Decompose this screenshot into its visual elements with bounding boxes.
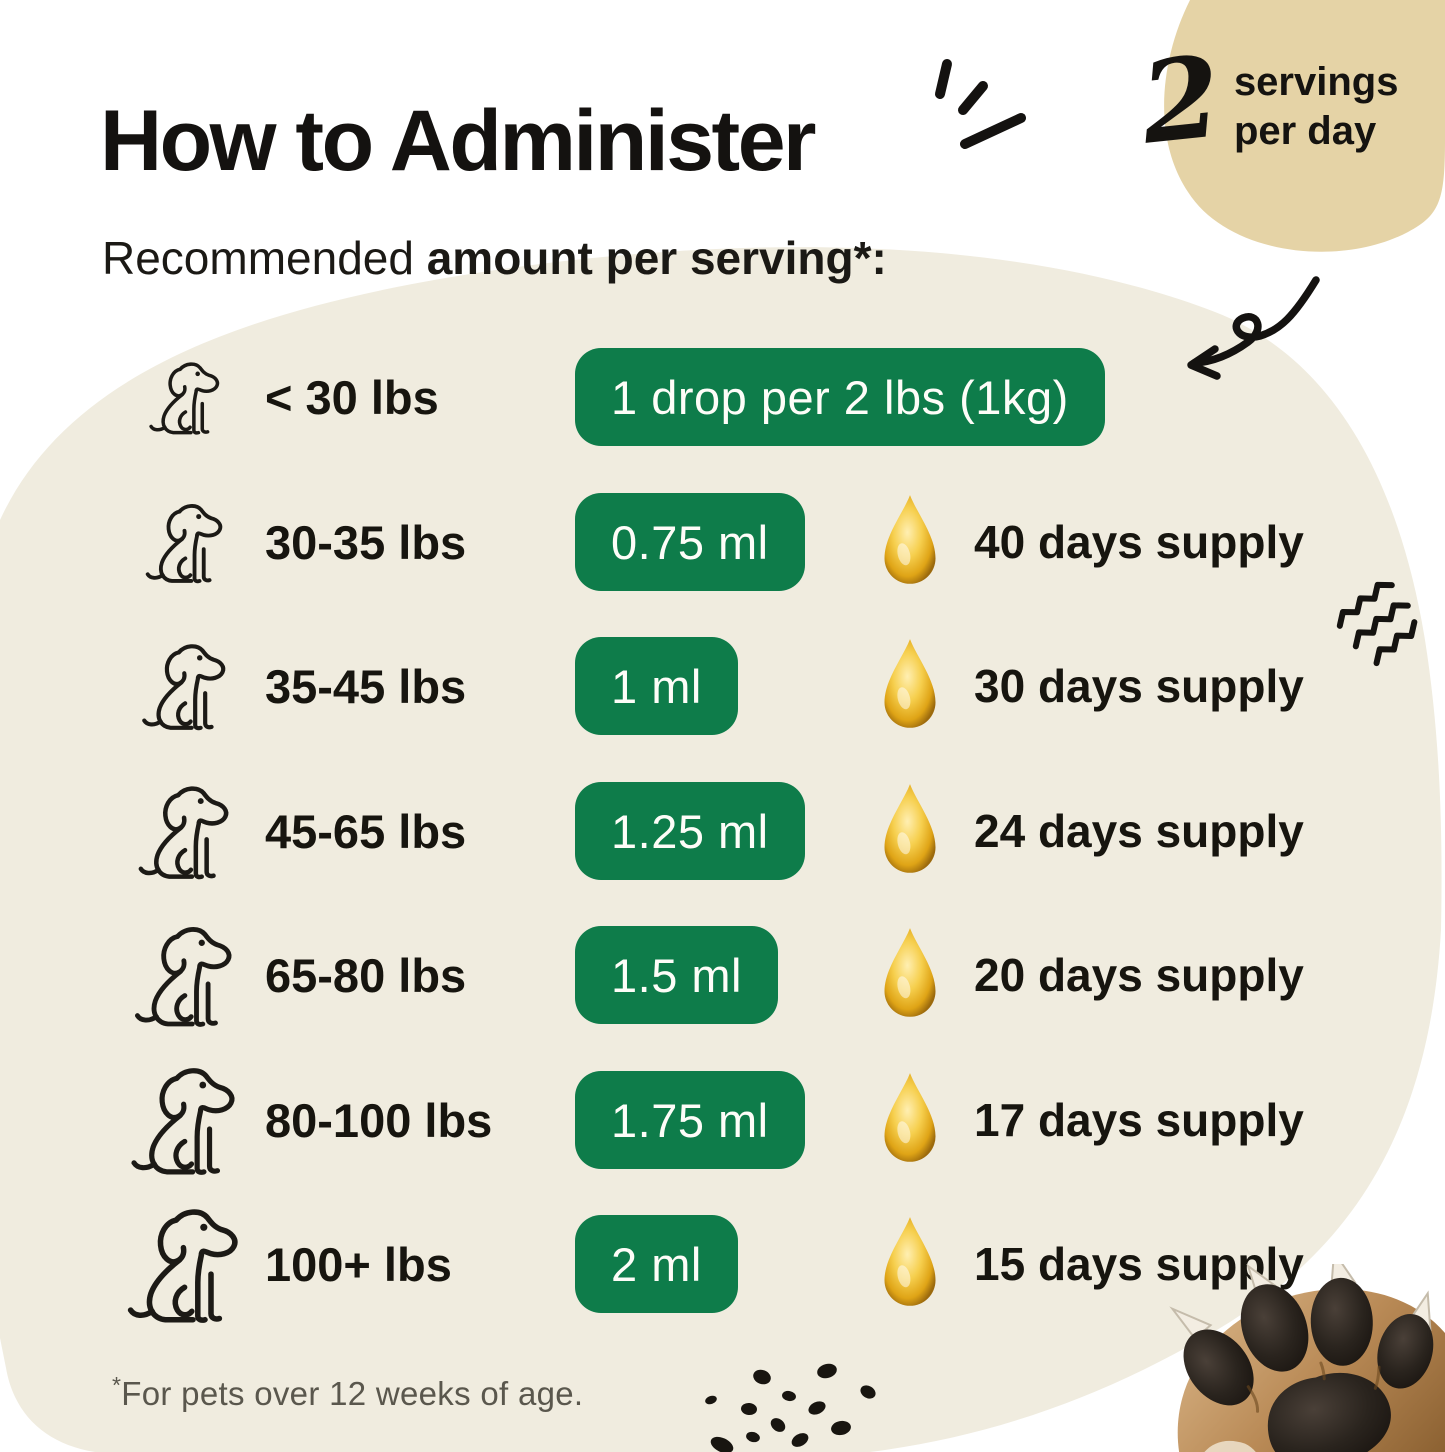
weight-label: 45-65 lbs [265,804,467,858]
dog-icon [130,1068,234,1175]
oil-drop-icon [884,784,936,873]
weight-label: 65-80 lbs [265,948,467,1002]
dog-icon [127,1208,238,1323]
supply-label: 17 days supply [974,1094,1304,1146]
dose-badge: 1 ml [575,637,738,735]
weight-label: 35-45 lbs [265,659,467,713]
dosing-row: 45-65 lbs 1.25 ml [0,756,1445,906]
servings-line1: servings [1233,60,1399,104]
page-title: How to Administer [100,93,817,189]
speckle-dots-doodle [705,1363,876,1452]
oil-drop-icon [884,1217,936,1306]
supply-label: 40 days supply [974,516,1304,568]
dog-icon [145,503,222,583]
dosing-row: 80-100 lbs 1.75 ml [0,1045,1445,1195]
footnote-text: For pets over 12 weeks of age. [121,1375,584,1412]
dog-icon [138,785,228,879]
dog-paw-photo [1169,1264,1445,1452]
weight-label: < 30 lbs [265,370,439,424]
emphasis-dashes-doodle [935,59,1026,149]
dose-badge: 1 drop per 2 lbs (1kg) [575,348,1105,446]
supply-label: 15 days supply [974,1238,1304,1290]
subtitle-bold: amount per serving* [426,232,872,284]
servings-line2: per day [1233,108,1377,153]
footnote: *For pets over 12 weeks of age. [112,1372,583,1413]
dose-badge: 0.75 ml [575,493,805,591]
subtitle-colon: : [871,232,887,284]
dog-icon [141,644,225,731]
supply-label: 24 days supply [974,805,1304,857]
oil-drop-icon [884,1073,936,1162]
dose-badge: 1.25 ml [575,782,805,880]
dosing-row: 30-35 lbs 0.75 ml [0,467,1445,617]
dosing-row: 35-45 lbs 1 ml [0,611,1445,761]
weight-label: 80-100 lbs [265,1093,493,1147]
servings-number: 2 [1135,31,1227,170]
squiggle-doodle [1336,581,1418,667]
dog-icon [134,926,231,1027]
weight-label: 30-35 lbs [265,515,467,569]
footnote-asterisk: * [112,1372,122,1398]
curved-arrow-doodle [1187,276,1320,380]
oil-drop-icon [884,639,936,728]
dog-icon [148,361,219,435]
dose-badge: 1.5 ml [575,926,778,1024]
subtitle-prefix: Recommended [102,232,427,284]
oil-drop-icon [884,495,936,584]
dosing-row: < 30 lbs 1 drop per 2 lbs (1kg) [0,322,1445,472]
supply-label: 30 days supply [974,660,1304,712]
dosing-row: 65-80 lbs 1.5 ml [0,900,1445,1050]
servings-per-day-badge: 2 servings per day [1135,31,1422,169]
weight-label: 100+ lbs [265,1237,452,1291]
supply-label: 20 days supply [974,949,1304,1001]
dosing-row: 100+ lbs 2 ml [0,1189,1445,1339]
oil-drop-icon [884,928,936,1017]
dose-badge: 1.75 ml [575,1071,805,1169]
subtitle: Recommended amount per serving*: [102,231,887,286]
dose-badge: 2 ml [575,1215,738,1313]
